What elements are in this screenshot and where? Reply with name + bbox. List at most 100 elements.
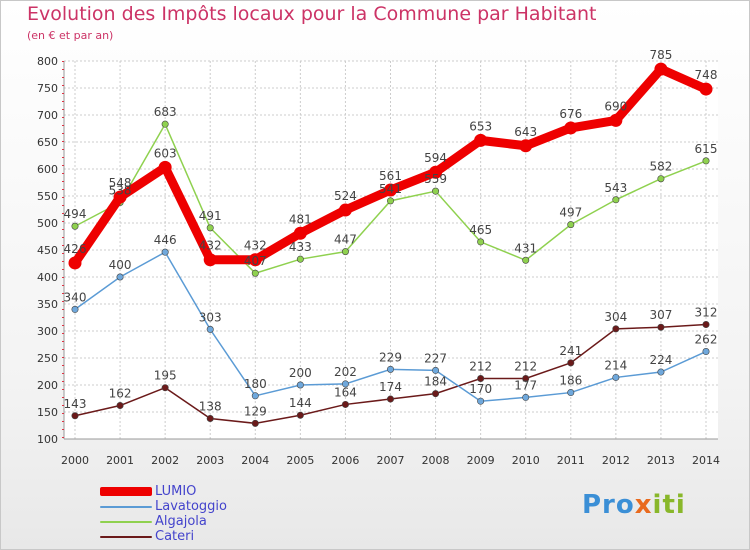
x-tick-label: 2010 <box>512 454 540 467</box>
data-label-algajola: 494 <box>64 207 87 221</box>
data-label-algajola: 433 <box>289 240 312 254</box>
data-label-lumio: 690 <box>604 99 627 113</box>
x-tick-label: 2000 <box>61 454 89 467</box>
y-tick-label: 150 <box>37 406 58 419</box>
data-point-algajola <box>567 221 575 229</box>
data-label-cateri: 174 <box>379 380 402 394</box>
data-point-lavatoggio <box>657 368 665 376</box>
y-tick-label: 250 <box>37 352 58 365</box>
data-label-lumio: 594 <box>424 151 447 165</box>
data-label-lumio: 643 <box>514 125 537 139</box>
data-label-lumio: 426 <box>64 242 87 256</box>
data-point-lumio <box>564 121 578 135</box>
data-label-cateri: 304 <box>604 310 627 324</box>
data-label-lavatoggio: 180 <box>244 377 267 391</box>
data-label-lavatoggio: 262 <box>695 333 718 347</box>
data-label-algajola: 497 <box>559 206 582 220</box>
data-label-algajola: 559 <box>424 172 447 186</box>
x-tick-label: 2009 <box>467 454 495 467</box>
data-point-algajola <box>432 187 440 195</box>
y-tick-label: 700 <box>37 109 58 122</box>
legend-label-lavatoggio: Lavatoggio <box>155 499 227 514</box>
logo-part-1: Pro <box>582 490 635 520</box>
data-point-algajola <box>702 157 710 165</box>
data-point-lavatoggio <box>522 393 530 401</box>
data-point-algajola <box>657 175 665 183</box>
legend-label-algajola: Algajola <box>155 514 207 529</box>
data-point-cateri <box>161 384 169 392</box>
y-tick-label: 400 <box>37 271 58 284</box>
legend-swatch-lumio <box>100 487 152 496</box>
data-label-lumio: 561 <box>379 169 402 183</box>
data-point-lumio <box>338 203 352 217</box>
data-point-lumio <box>68 256 82 270</box>
x-tick-label: 2011 <box>557 454 585 467</box>
data-point-algajola <box>612 196 620 204</box>
data-point-lumio <box>158 160 172 174</box>
data-point-lavatoggio <box>386 365 394 373</box>
data-point-cateri <box>296 411 304 419</box>
data-label-lavatoggio: 224 <box>649 353 672 367</box>
data-label-lumio: 481 <box>289 212 312 226</box>
data-label-algajola: 538 <box>109 183 132 197</box>
data-label-lumio: 653 <box>469 119 492 133</box>
data-point-cateri <box>567 359 575 367</box>
data-label-cateri: 312 <box>695 306 718 320</box>
data-label-cateri: 162 <box>109 387 132 401</box>
logo-part-3: iti <box>652 490 686 520</box>
data-point-cateri <box>116 402 124 410</box>
x-tick-label: 2001 <box>106 454 134 467</box>
data-point-algajola <box>161 120 169 128</box>
x-tick-label: 2002 <box>151 454 179 467</box>
y-tick-label: 600 <box>37 163 58 176</box>
y-tick-label: 800 <box>37 55 58 68</box>
legend-item-lumio: LUMIO <box>100 484 300 499</box>
data-point-lumio <box>429 165 443 179</box>
data-label-algajola: 491 <box>199 209 222 223</box>
data-point-cateri <box>432 390 440 398</box>
data-label-cateri: 164 <box>334 385 357 399</box>
data-label-lavatoggio: 170 <box>469 382 492 396</box>
data-label-algajola: 431 <box>514 241 537 255</box>
data-label-lumio: 524 <box>334 189 357 203</box>
chart-subtitle: (en € et par an) <box>27 29 114 42</box>
proxiti-logo: Proxiti <box>582 490 686 520</box>
data-label-algajola: 543 <box>604 181 627 195</box>
data-point-lavatoggio <box>71 305 79 313</box>
data-point-cateri <box>386 395 394 403</box>
data-label-algajola: 683 <box>154 105 177 119</box>
data-label-cateri: 138 <box>199 399 222 413</box>
data-label-cateri: 144 <box>289 396 312 410</box>
data-label-cateri: 212 <box>514 360 537 374</box>
data-point-algajola <box>341 248 349 256</box>
legend-swatch-lavatoggio <box>100 506 152 508</box>
data-point-cateri <box>251 419 259 427</box>
data-label-lavatoggio: 214 <box>604 358 627 372</box>
data-label-algajola: 541 <box>379 182 402 196</box>
data-label-cateri: 129 <box>244 404 267 418</box>
data-point-cateri <box>612 325 620 333</box>
data-point-algajola <box>71 222 79 230</box>
data-label-lumio: 603 <box>154 146 177 160</box>
chart-title: Evolution des Impôts locaux pour la Comm… <box>27 3 597 25</box>
y-tick-label: 300 <box>37 325 58 338</box>
data-point-lavatoggio <box>612 373 620 381</box>
data-label-algajola: 447 <box>334 233 357 247</box>
legend-swatch-cateri <box>100 536 152 538</box>
data-point-lavatoggio <box>702 348 710 356</box>
x-tick-label: 2008 <box>422 454 450 467</box>
data-label-lavatoggio: 202 <box>334 365 357 379</box>
data-point-algajola <box>386 197 394 205</box>
data-point-lavatoggio <box>116 273 124 281</box>
data-label-cateri: 212 <box>469 360 492 374</box>
data-point-lumio <box>699 82 713 96</box>
data-point-lavatoggio <box>567 389 575 397</box>
data-label-lavatoggio: 227 <box>424 351 447 365</box>
y-tick-label: 650 <box>37 136 58 149</box>
data-point-lumio <box>293 226 307 240</box>
data-point-algajola <box>206 224 214 232</box>
y-tick-label: 450 <box>37 244 58 257</box>
data-point-cateri <box>206 414 214 422</box>
data-point-algajola <box>477 238 485 246</box>
